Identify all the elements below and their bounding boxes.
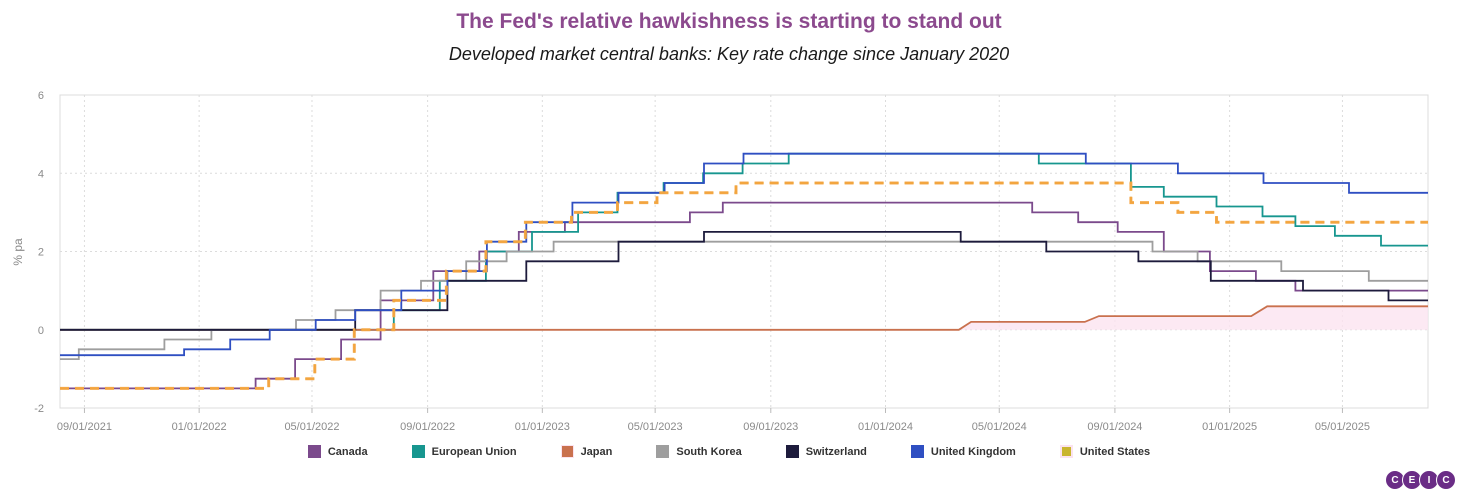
logo-letter: E (1402, 470, 1422, 490)
x-tick-label: 01/01/2023 (515, 421, 570, 433)
x-tick-label: 05/01/2024 (972, 421, 1027, 433)
y-tick-label: -2 (34, 403, 44, 415)
y-tick-label: 6 (38, 90, 44, 102)
legend: Canada European Union Japan South Korea Swit… (0, 445, 1458, 458)
x-tick-label: 09/01/2022 (400, 421, 455, 433)
y-tick-label: 0 (38, 325, 44, 337)
legend-swatch (785, 445, 799, 458)
axes: -2 0 2 4 6 09/01/2021 01/01/2022 05/01/2022 09/0… (34, 90, 1370, 433)
x-tick-label: 05/01/2022 (284, 421, 339, 433)
legend-swatch (656, 445, 670, 458)
series-line-south-korea (60, 240, 1428, 360)
legend-item-united-kingdom[interactable]: United Kingdom (910, 445, 1016, 458)
legend-label: South Korea (676, 445, 742, 458)
legend-label: Canada (327, 445, 368, 458)
x-tick-label: 09/01/2021 (57, 421, 112, 433)
y-axis-label: % pa (11, 238, 25, 266)
legend-item-switzerland[interactable]: Switzerland (785, 445, 867, 458)
chart-subtitle: Developed market central banks: Key rate… (448, 44, 1010, 64)
series-line-european-union (60, 152, 1428, 331)
legend-label: United States (1079, 445, 1151, 458)
grid (59, 94, 1429, 409)
series-lines (60, 152, 1428, 390)
legend-label: United Kingdom (930, 445, 1016, 458)
x-tick-label: 05/01/2023 (628, 421, 683, 433)
series-line-japan (60, 305, 1428, 331)
legend-swatch (560, 445, 574, 458)
series-line-united-states-overlay (60, 181, 1428, 390)
logo-letter: C (1436, 470, 1456, 490)
legend-label: Switzerland (805, 445, 867, 458)
x-tick-label: 01/01/2022 (172, 421, 227, 433)
series-line-united-states (60, 182, 1428, 390)
chart-title: The Fed's relative hawkishness is starti… (456, 10, 1002, 33)
legend-item-south-korea[interactable]: South Korea (656, 445, 742, 458)
series-line-switzerland (60, 231, 1428, 331)
legend-item-japan[interactable]: Japan (560, 445, 613, 458)
x-tick-label: 01/01/2025 (1202, 421, 1257, 433)
legend-item-european-union[interactable]: European Union (411, 445, 517, 458)
x-tick-label: 01/01/2024 (858, 421, 913, 433)
x-tick-label: 09/01/2023 (743, 421, 798, 433)
legend-swatch (307, 445, 321, 458)
legend-item-canada[interactable]: Canada (307, 445, 368, 458)
y-tick-label: 2 (38, 247, 44, 259)
x-tick-label: 05/01/2025 (1315, 421, 1370, 433)
series-line-united-kingdom (60, 152, 1428, 357)
series-line-canada (60, 201, 1428, 390)
legend-label: Japan (580, 445, 613, 458)
legend-swatch (1059, 445, 1073, 458)
legend-item-united-states[interactable]: United States (1059, 445, 1151, 458)
legend-swatch (910, 445, 924, 458)
series-area-japan (60, 306, 1428, 330)
y-tick-label: 4 (38, 168, 44, 180)
legend-swatch (411, 445, 425, 458)
x-tick-label: 09/01/2024 (1087, 421, 1142, 433)
legend-label: European Union (431, 445, 517, 458)
